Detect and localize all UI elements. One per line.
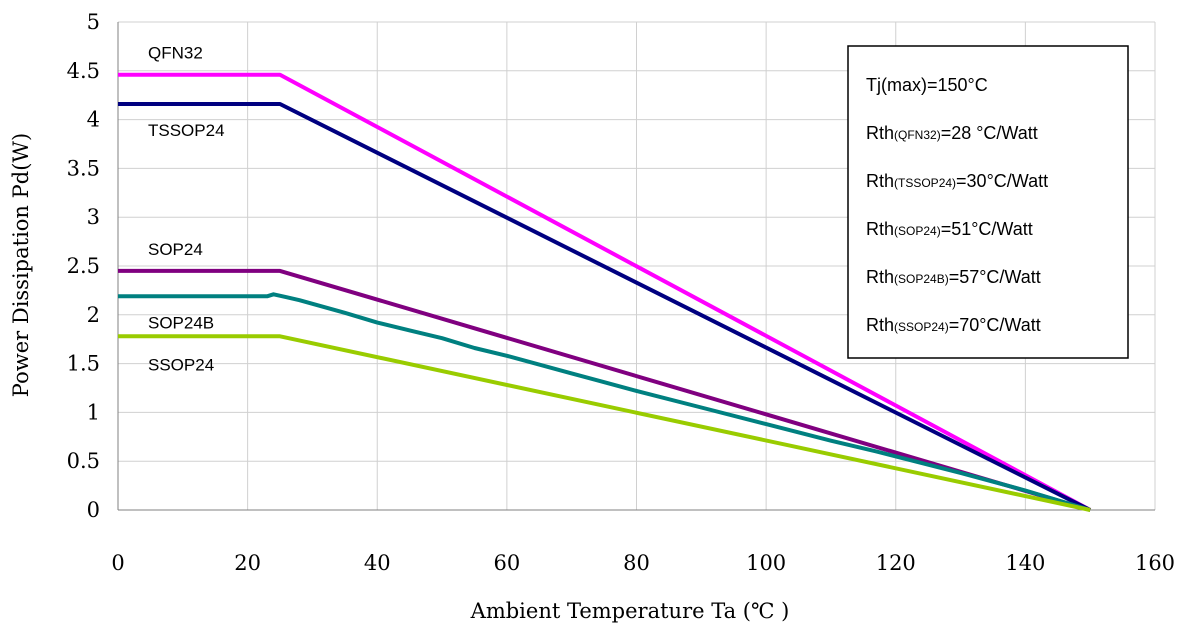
x-tick-label: 140 — [1005, 551, 1045, 575]
series-label-tssop24: TSSOP24 — [148, 121, 225, 140]
x-tick-label: 160 — [1135, 551, 1175, 575]
y-tick-label: 5 — [87, 10, 100, 34]
series-line-ssop24 — [118, 334, 1091, 512]
series-label-qfn32: QFN32 — [148, 44, 203, 63]
info-box-line: Rth(SOP24B)=57°C/Watt — [866, 267, 1041, 287]
series-label-ssop24: SSOP24 — [148, 355, 214, 374]
info-box-line: Rth(SSOP24)=70°C/Watt — [866, 315, 1041, 335]
y-tick-label: 2.5 — [67, 254, 100, 278]
series-line-tssop24 — [118, 102, 1092, 512]
x-tick-label: 20 — [234, 551, 261, 575]
y-tick-label: 3 — [87, 205, 100, 229]
y-tick-label: 0.5 — [67, 449, 100, 473]
x-tick-label: 0 — [111, 551, 124, 575]
y-tick-label: 4 — [87, 108, 100, 132]
info-box: Tj(max)=150°C Rth(QFN32)=28 °C/Watt Rth(TS… — [847, 45, 1129, 359]
info-box-line: Rth(SOP24)=51°C/Watt — [866, 219, 1033, 239]
y-tick-label: 0 — [87, 498, 100, 522]
y-tick-label: 2 — [87, 303, 100, 327]
y-tick-label: 1 — [87, 400, 100, 424]
x-tick-label: 100 — [746, 551, 786, 575]
info-box-line: Rth(TSSOP24)=30°C/Watt — [866, 171, 1048, 191]
x-tick-label: 40 — [364, 551, 391, 575]
y-tick-label: 1.5 — [67, 352, 100, 376]
y-tick-label: 4.5 — [67, 59, 100, 83]
series-line-sop24b — [118, 292, 1091, 512]
series-lines — [118, 72, 1092, 512]
y-tick-label: 3.5 — [67, 156, 100, 180]
series-label-sop24b: SOP24B — [148, 313, 214, 332]
y-axis-title: Power Dissipation Pd(W) — [9, 133, 33, 397]
info-box-line: Rth(QFN32)=28 °C/Watt — [866, 123, 1038, 143]
x-tick-label: 60 — [494, 551, 521, 575]
info-box-frame — [847, 45, 1129, 359]
x-tick-label: 120 — [876, 551, 916, 575]
tick-labels: 0 20 40 60 80 100 120 140 160 0 0.5 1 1.5 2 2.5 3 3.5 4 4.… — [67, 10, 1175, 575]
series-line-qfn32 — [118, 72, 1092, 512]
series-line-sop24 — [118, 268, 1091, 512]
info-box-line: Tj(max)=150°C — [866, 75, 988, 95]
x-axis-title: Ambient Temperature Ta (℃ ) — [470, 599, 790, 623]
series-labels: QFN32 TSSOP24 SOP24 SOP24B SSOP24 — [148, 44, 225, 375]
x-tick-label: 80 — [623, 551, 650, 575]
series-label-sop24: SOP24 — [148, 240, 203, 259]
